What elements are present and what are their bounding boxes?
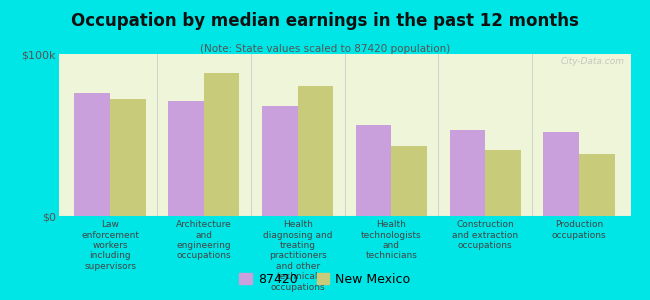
Legend: 87420, New Mexico: 87420, New Mexico xyxy=(235,268,415,291)
Bar xyxy=(204,74,239,216)
Bar xyxy=(262,106,298,216)
Bar xyxy=(579,154,614,216)
Text: City-Data.com: City-Data.com xyxy=(561,57,625,66)
Bar xyxy=(110,99,146,216)
Bar xyxy=(391,146,427,216)
Bar xyxy=(356,125,391,216)
Text: Occupation by median earnings in the past 12 months: Occupation by median earnings in the pas… xyxy=(71,12,579,30)
Bar xyxy=(450,130,485,216)
Bar xyxy=(75,93,110,216)
Bar xyxy=(168,101,204,216)
Bar xyxy=(298,86,333,216)
Text: (Note: State values scaled to 87420 population): (Note: State values scaled to 87420 popu… xyxy=(200,44,450,53)
Bar xyxy=(485,150,521,216)
Bar xyxy=(543,132,579,216)
